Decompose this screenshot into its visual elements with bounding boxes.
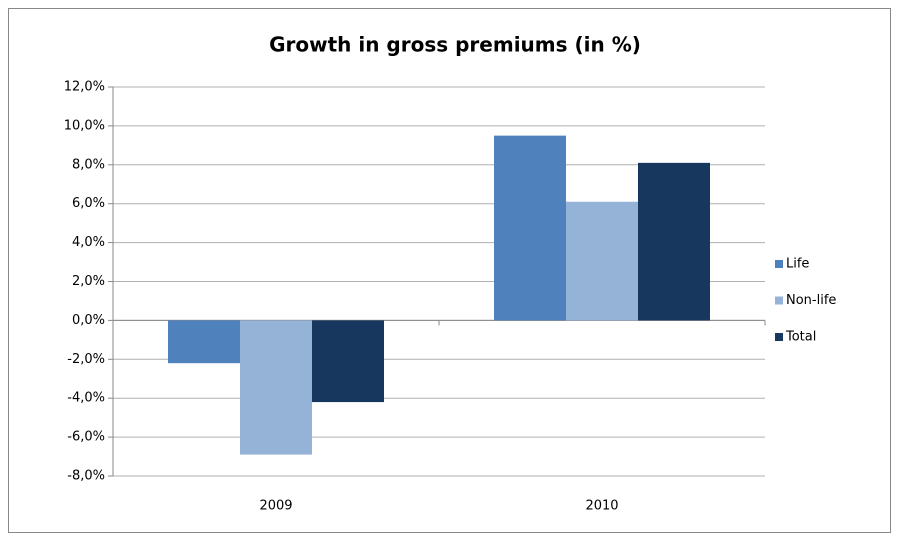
bar xyxy=(566,201,638,321)
x-tick-label: 2010 xyxy=(585,499,618,514)
legend-swatch xyxy=(775,333,783,341)
y-tick-label: 6,0% xyxy=(72,196,105,211)
legend-label: Non-life xyxy=(786,293,836,308)
bar xyxy=(240,320,312,455)
y-tick-label: -8,0% xyxy=(67,469,105,484)
y-tick-label: 10,0% xyxy=(64,118,105,133)
y-tick-label: 0,0% xyxy=(72,313,105,328)
bar xyxy=(494,135,566,321)
bar xyxy=(638,162,710,321)
chart-border xyxy=(8,8,891,533)
y-tick-label: -6,0% xyxy=(67,430,105,445)
legend-swatch xyxy=(775,260,783,268)
x-tick-label: 2009 xyxy=(259,499,292,514)
y-tick-label: -2,0% xyxy=(67,352,105,367)
y-tick-label: 2,0% xyxy=(72,274,105,289)
y-tick-label: 4,0% xyxy=(72,235,105,250)
legend-label: Total xyxy=(785,330,816,345)
y-tick-label: 12,0% xyxy=(64,80,105,95)
bar xyxy=(312,320,384,403)
y-tick-label: -4,0% xyxy=(67,391,105,406)
y-tick-label: 8,0% xyxy=(72,157,105,172)
bar xyxy=(168,320,240,364)
chart-title: Growth in gross premiums (in %) xyxy=(269,33,641,57)
legend-label: Life xyxy=(786,257,809,272)
legend-swatch xyxy=(775,296,783,305)
